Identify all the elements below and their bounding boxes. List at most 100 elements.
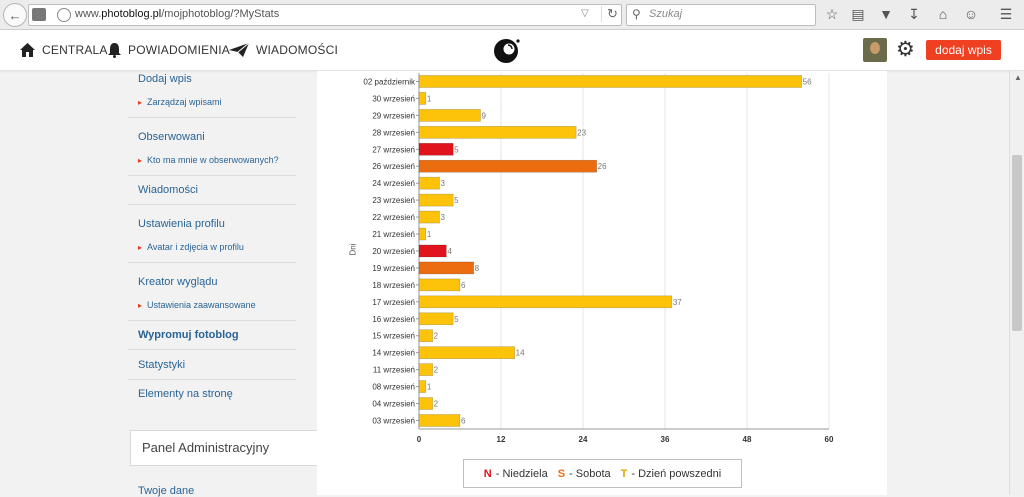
nav-centrala[interactable]: CENTRALA	[19, 42, 108, 58]
category-label: 27 wrzesień	[372, 145, 415, 154]
sidebar-item-ustawienia-profilu[interactable]: Ustawienia profilu	[138, 218, 225, 230]
bar	[418, 75, 802, 88]
category-label: 16 wrzesień	[372, 315, 415, 324]
data-label: 5	[454, 196, 459, 205]
sidebar-item-twoje-dane[interactable]: Twoje dane	[138, 485, 195, 497]
download-icon[interactable]: ↧	[908, 5, 920, 22]
y-axis-label: Dni	[348, 243, 358, 256]
bell-icon	[108, 43, 121, 58]
sidebar-item-dodaj-wpis[interactable]: Dodaj wpis	[138, 73, 192, 85]
category-label: 17 wrzesień	[372, 298, 415, 307]
category-label: 28 wrzesień	[372, 128, 415, 137]
category-label: 22 wrzesień	[372, 213, 415, 222]
bar	[418, 329, 433, 343]
legend-text: - Sobota	[569, 467, 611, 480]
bar	[418, 380, 427, 393]
sidebar-subitem-kto-obserwuje[interactable]: Kto ma mnie w obserwowanych?	[138, 155, 279, 165]
category-label: 04 wrzesień	[372, 400, 415, 409]
url-text: www.photoblog.pl/mojphotoblog/?MyStats	[75, 8, 280, 20]
bar	[418, 193, 454, 207]
home-toolbar-icon[interactable]: ⌂	[938, 6, 948, 22]
pocket-icon[interactable]: ▼	[879, 6, 893, 22]
data-label: 4	[447, 247, 452, 256]
sidebar-item-statystyki[interactable]: Statystyki	[138, 359, 186, 371]
data-label: 37	[673, 298, 682, 307]
bar	[418, 92, 427, 105]
sidebar-item-wypromuj[interactable]: Wypromuj fotoblog	[138, 329, 239, 341]
scroll-up-icon[interactable]: ▲	[1014, 73, 1022, 82]
bar	[418, 227, 427, 241]
nav-wiadomosci[interactable]: WIADOMOŚCI	[228, 42, 338, 58]
data-label: 9	[482, 111, 487, 120]
category-label: 24 wrzesień	[372, 179, 415, 188]
sidebar-subitem-zarzadzaj[interactable]: Zarządzaj wpisami	[138, 97, 222, 107]
menu-icon[interactable]: ☰	[999, 5, 1013, 22]
scrollbar-thumb[interactable]	[1012, 155, 1022, 331]
sidebar-subitem-avatar[interactable]: Avatar i zdjęcia w profilu	[138, 242, 244, 252]
category-label: 29 wrzesień	[372, 111, 415, 120]
nav-label: WIADOMOŚCI	[256, 43, 338, 57]
category-label: 02 październik	[363, 77, 416, 86]
category-label: 19 wrzesień	[372, 264, 415, 273]
back-button[interactable]: ←	[3, 3, 27, 27]
data-label: 5	[454, 145, 459, 154]
nav-powiadomienia[interactable]: POWIADOMIENIA	[107, 42, 230, 58]
bar	[418, 363, 433, 376]
sidebar-subitem-zaawansowane[interactable]: Ustawienia zaawansowane	[138, 300, 256, 310]
category-label: 03 wrzesień	[372, 416, 415, 425]
divider	[128, 117, 296, 118]
paper-plane-icon	[229, 42, 250, 57]
category-label: 18 wrzesień	[372, 281, 415, 290]
divider	[128, 379, 296, 380]
reading-list-icon[interactable]: ▤	[851, 5, 865, 22]
admin-panel-box[interactable]: Panel Administracyjny	[130, 430, 317, 466]
divider	[128, 175, 296, 176]
add-post-button[interactable]: dodaj wpis	[926, 40, 1001, 60]
user-avatar[interactable]	[863, 38, 887, 62]
chat-icon[interactable]: ☺	[963, 6, 979, 22]
bar	[418, 159, 597, 173]
reload-icon[interactable]: ↻	[601, 6, 618, 22]
address-bar[interactable]: www.photoblog.pl/mojphotoblog/?MyStats ▽…	[28, 4, 622, 26]
sidebar: Dodaj wpis Zarządzaj wpisami Obserwowani…	[122, 71, 317, 497]
page-scrollbar[interactable]: ▲	[1009, 71, 1024, 495]
dropdown-icon[interactable]: ▽	[581, 8, 589, 19]
nav-label: POWIADOMIENIA	[128, 43, 230, 57]
search-input[interactable]: ⚲ Szukaj	[626, 4, 816, 26]
x-tick-label: 24	[579, 435, 588, 444]
nav-label: CENTRALA	[42, 43, 108, 57]
legend-key: N	[483, 467, 492, 480]
bar	[418, 312, 454, 326]
bar	[418, 278, 461, 292]
bar	[418, 126, 577, 139]
bar	[418, 109, 481, 122]
bar	[418, 295, 673, 309]
sidebar-item-kreator[interactable]: Kreator wyglądu	[138, 276, 218, 288]
sidebar-item-wiadomosci[interactable]: Wiadomości	[138, 184, 198, 196]
data-label: 23	[577, 128, 586, 137]
photoblog-logo[interactable]	[491, 34, 523, 66]
sidebar-item-obserwowani[interactable]: Obserwowani	[138, 131, 205, 143]
bookmark-star-icon[interactable]: ☆	[825, 5, 839, 22]
category-label: 30 wrzesień	[372, 94, 415, 103]
settings-gear-icon[interactable]: ⚙	[896, 38, 915, 61]
category-label: 15 wrzesień	[372, 332, 415, 341]
data-label: 1	[427, 230, 432, 239]
x-tick-label: 0	[417, 435, 422, 444]
globe-icon	[57, 8, 71, 22]
bar	[418, 176, 440, 190]
legend-key: T	[620, 467, 628, 480]
data-label: 3	[441, 179, 446, 188]
divider	[128, 320, 296, 321]
data-label: 2	[434, 332, 439, 341]
data-label: 2	[434, 366, 439, 375]
bar	[418, 261, 474, 275]
legend-item-sobota: S- Sobota	[558, 468, 611, 480]
data-label: 6	[461, 416, 466, 425]
sidebar-item-elementy[interactable]: Elementy na stronę	[138, 388, 233, 400]
data-label: 8	[475, 264, 480, 273]
legend-item-niedziela: N- Niedziela	[484, 468, 548, 480]
home-icon	[20, 43, 35, 57]
bar	[418, 346, 515, 359]
